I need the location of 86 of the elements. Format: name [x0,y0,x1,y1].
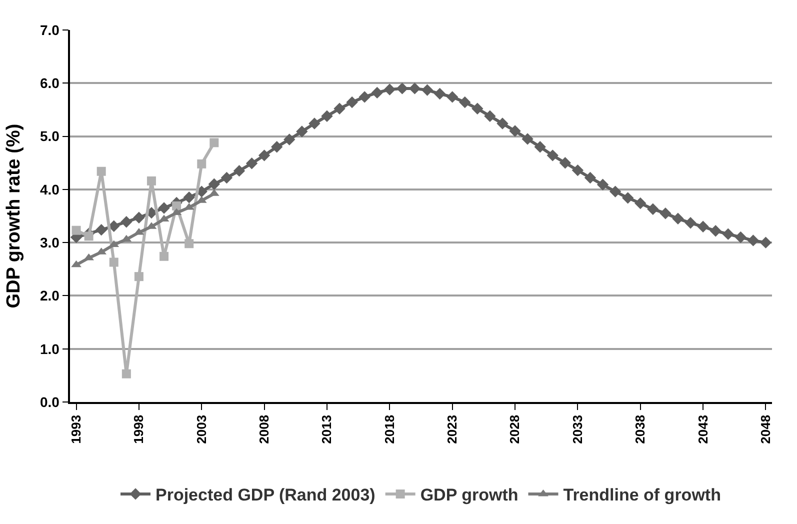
x-tick-label: 2023 [444,414,460,444]
point [84,253,94,260]
x-tick-label: 1993 [68,414,84,444]
point [120,216,132,228]
point [258,150,270,162]
point [296,126,308,138]
legend-label: Projected GDP (Rand 2003) [156,486,376,505]
point [346,96,358,108]
point [484,110,496,122]
point [371,86,383,99]
point [270,141,283,153]
point [358,91,370,103]
point [71,260,82,268]
point [760,236,772,248]
point [197,159,206,168]
y-tick-label: 2.0 [40,288,60,304]
point [459,96,471,108]
point [596,178,609,190]
x-tick-label: 2013 [319,414,334,444]
x-tick-label: 2003 [194,414,209,444]
point [321,110,333,122]
point [546,150,558,162]
point [210,138,219,148]
point [584,172,596,184]
point [672,212,684,225]
point [133,212,145,224]
point [734,231,747,244]
point [172,201,182,210]
point [308,118,320,130]
point [95,224,108,236]
point [509,125,521,137]
point [472,102,484,114]
point [660,207,672,220]
point [710,225,722,237]
legend-label: GDP growth [420,486,518,505]
legend-label: Trendline of growth [563,486,721,505]
point [609,186,622,198]
point [522,133,534,145]
point [109,258,118,267]
point [722,228,734,240]
point [634,197,646,210]
y-tick-label: 6.0 [40,75,60,92]
point [434,88,446,100]
x-tick-label: 2028 [507,414,522,444]
y-tick-label: 0.0 [40,394,60,410]
x-tick-label: 2038 [632,414,648,444]
point [183,192,195,204]
y-axis-title: GDP growth rate (%) [3,124,24,308]
y-tick-label: 7.0 [40,22,60,38]
point [220,172,233,184]
point [160,252,169,261]
point [496,118,508,130]
x-tick-label: 2048 [758,414,773,444]
point [747,234,760,246]
point [647,203,659,215]
y-tick-label: 5.0 [40,128,60,144]
x-tick-label: 2008 [256,414,272,444]
point [96,166,106,176]
x-tick-label: 2033 [570,414,585,444]
point [421,84,434,96]
y-tick-label: 4.0 [40,181,60,198]
point [559,157,572,169]
point [684,217,696,229]
point [134,272,144,282]
point [233,164,246,177]
point [246,158,258,170]
point [697,220,709,232]
point [284,134,296,146]
point [622,192,634,204]
y-tick-label: 1.0 [40,340,60,357]
y-tick-label: 3.0 [40,234,60,250]
point [384,84,396,96]
point [122,369,131,378]
point [72,226,81,235]
point [146,176,156,186]
point [334,102,346,114]
point [208,178,220,190]
point [572,164,584,176]
point [158,202,170,214]
point [446,91,458,103]
x-tick-label: 1998 [131,414,146,444]
point [534,141,546,153]
x-tick-label: 2018 [382,414,397,444]
point [184,239,194,248]
point [84,232,94,241]
x-tick-label: 2043 [695,414,710,444]
